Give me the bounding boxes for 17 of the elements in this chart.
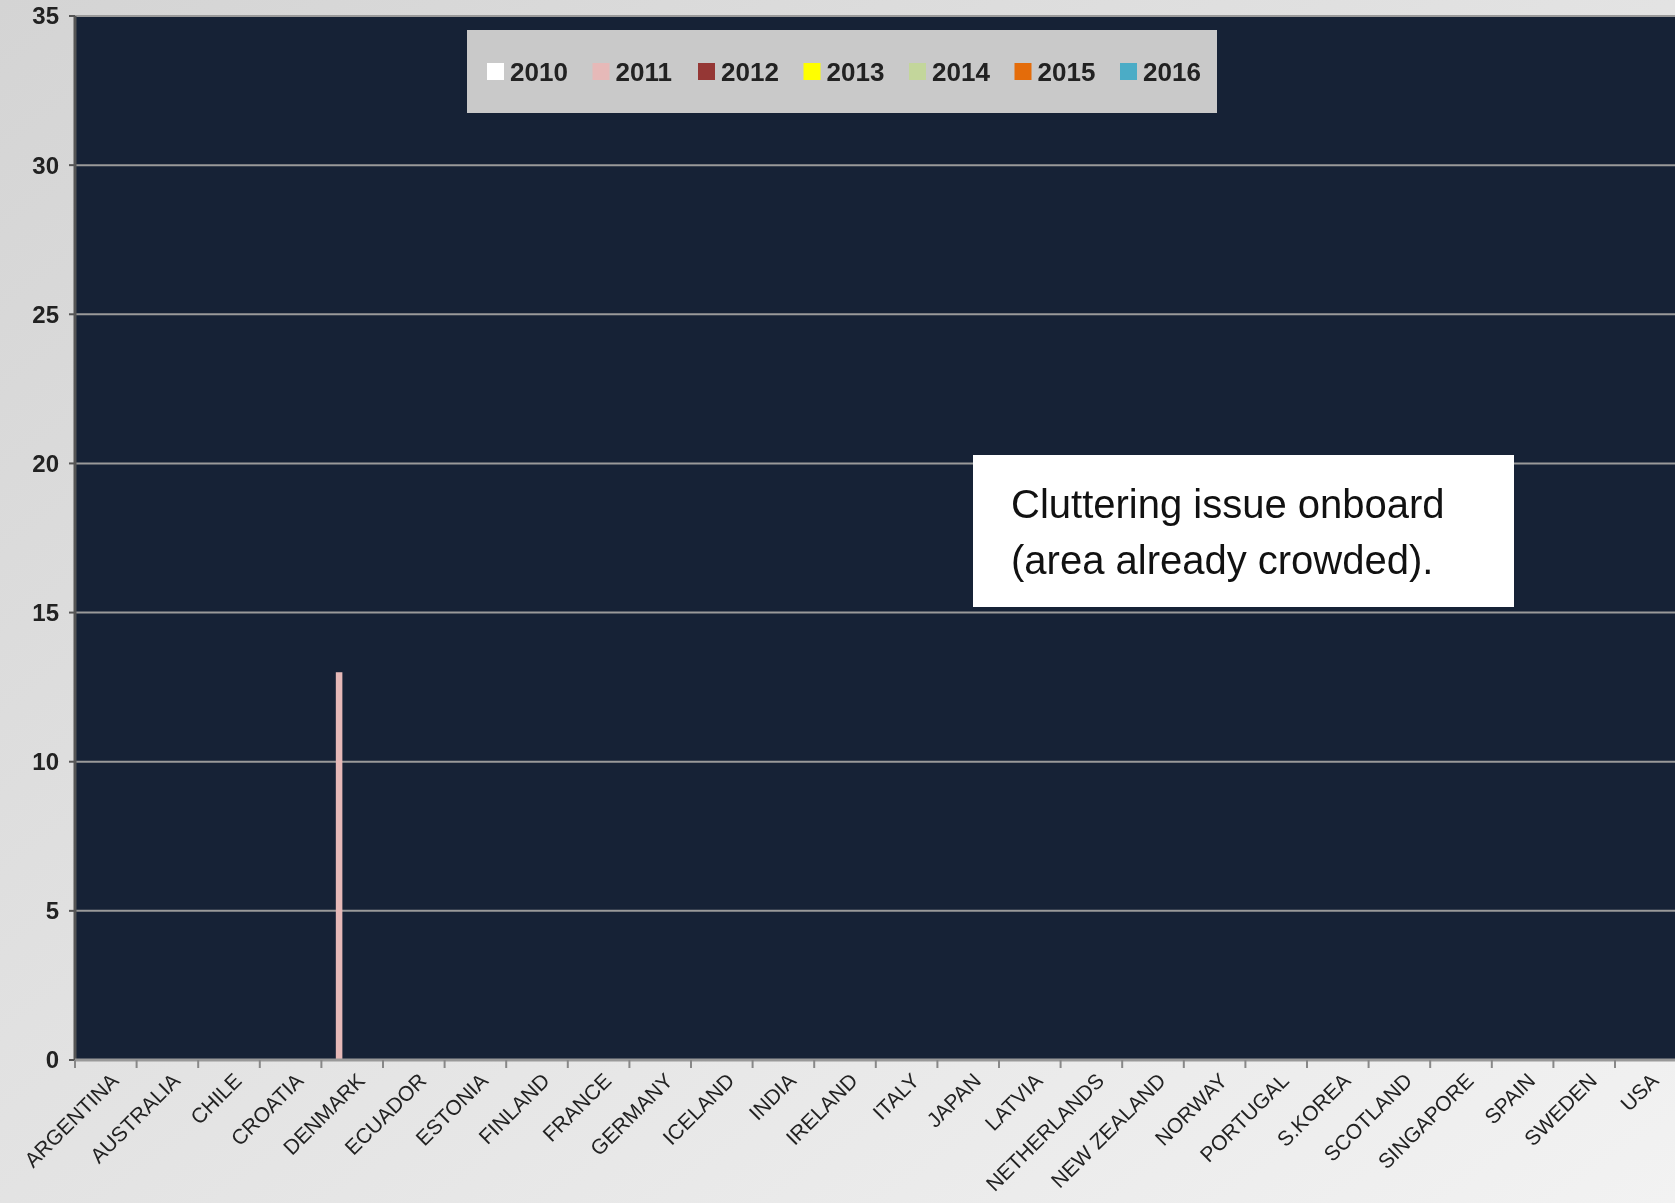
y-tick-label: 0 bbox=[45, 1046, 59, 1074]
legend-label: 2014 bbox=[932, 57, 991, 88]
x-tick-label: USA bbox=[1615, 1068, 1663, 1116]
legend-label: 2010 bbox=[510, 57, 568, 88]
legend-label: 2013 bbox=[826, 57, 885, 88]
y-tick-label: 30 bbox=[32, 151, 59, 179]
legend-label: 2012 bbox=[721, 57, 779, 88]
annotation: Cluttering issue onboard (area already crowded). bbox=[1011, 482, 1445, 582]
y-tick-label: 10 bbox=[32, 748, 59, 776]
legend-label: 2016 bbox=[1143, 57, 1201, 88]
y-tick-label: 25 bbox=[32, 300, 59, 328]
y-tick-label: 35 bbox=[32, 2, 59, 30]
y-tick-label: 5 bbox=[45, 897, 59, 925]
y-tick-label: 20 bbox=[32, 449, 59, 477]
legend-label: 2011 bbox=[615, 57, 672, 88]
legend-label: 2015 bbox=[1037, 57, 1096, 88]
y-tick-label: 15 bbox=[32, 598, 59, 626]
